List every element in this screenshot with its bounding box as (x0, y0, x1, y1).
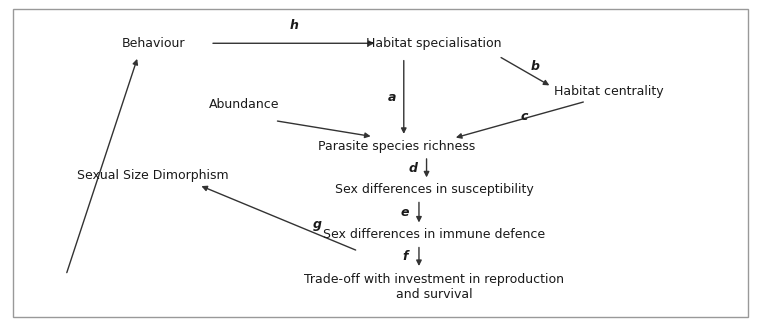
Text: Abundance: Abundance (209, 98, 280, 111)
Text: h: h (290, 19, 298, 32)
Text: Trade-off with investment in reproduction
and survival: Trade-off with investment in reproductio… (304, 273, 564, 301)
Text: e: e (401, 206, 409, 219)
Text: Parasite species richness: Parasite species richness (318, 140, 475, 153)
Text: Habitat specialisation: Habitat specialisation (367, 37, 502, 50)
Text: c: c (520, 110, 528, 123)
Text: a: a (388, 91, 396, 104)
Text: g: g (313, 218, 322, 231)
Text: d: d (408, 162, 418, 175)
Text: f: f (402, 250, 408, 263)
Text: Sex differences in susceptibility: Sex differences in susceptibility (335, 183, 533, 196)
Text: Habitat centrality: Habitat centrality (554, 85, 664, 98)
Text: Sexual Size Dimorphism: Sexual Size Dimorphism (78, 169, 229, 182)
Text: Sex differences in immune defence: Sex differences in immune defence (323, 228, 545, 241)
Text: Behaviour: Behaviour (121, 37, 185, 50)
Text: b: b (531, 60, 540, 73)
